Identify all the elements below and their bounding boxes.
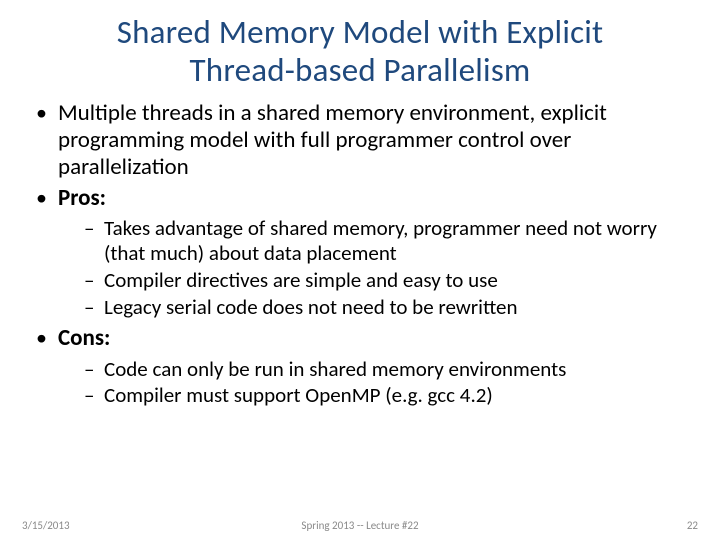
- bullet-list: Multiple threads in a shared memory envi…: [32, 100, 688, 408]
- pros-item-3: Legacy serial code does not need to be r…: [82, 295, 688, 320]
- footer-page: 22: [687, 519, 698, 532]
- pros-item-2: Compiler directives are simple and easy …: [82, 268, 688, 293]
- title-line-2: Thread-based Parallelism: [190, 50, 531, 90]
- bullet-pros: Pros: Takes advantage of shared memory, …: [32, 185, 688, 319]
- title-line-1: Shared Memory Model with Explicit: [117, 12, 604, 52]
- cons-item-1: Code can only be run in shared memory en…: [82, 357, 688, 382]
- slide-title: Shared Memory Model with Explicit Thread…: [0, 0, 720, 94]
- bullet-cons: Cons: Code can only be run in shared mem…: [32, 325, 688, 408]
- cons-sublist: Code can only be run in shared memory en…: [58, 357, 688, 409]
- bullet-intro-text: Multiple threads in a shared memory envi…: [58, 99, 607, 181]
- pros-sublist: Takes advantage of shared memory, progra…: [58, 216, 688, 319]
- pros-label: Pros:: [58, 184, 106, 212]
- pros-item-1: Takes advantage of shared memory, progra…: [82, 216, 688, 266]
- slide: Shared Memory Model with Explicit Thread…: [0, 0, 720, 540]
- cons-item-2: Compiler must support OpenMP (e.g. gcc 4…: [82, 383, 688, 408]
- cons-label: Cons:: [58, 324, 110, 352]
- footer-center: Spring 2013 -- Lecture #22: [0, 519, 720, 532]
- slide-body: Multiple threads in a shared memory envi…: [0, 94, 720, 408]
- bullet-intro: Multiple threads in a shared memory envi…: [32, 100, 688, 181]
